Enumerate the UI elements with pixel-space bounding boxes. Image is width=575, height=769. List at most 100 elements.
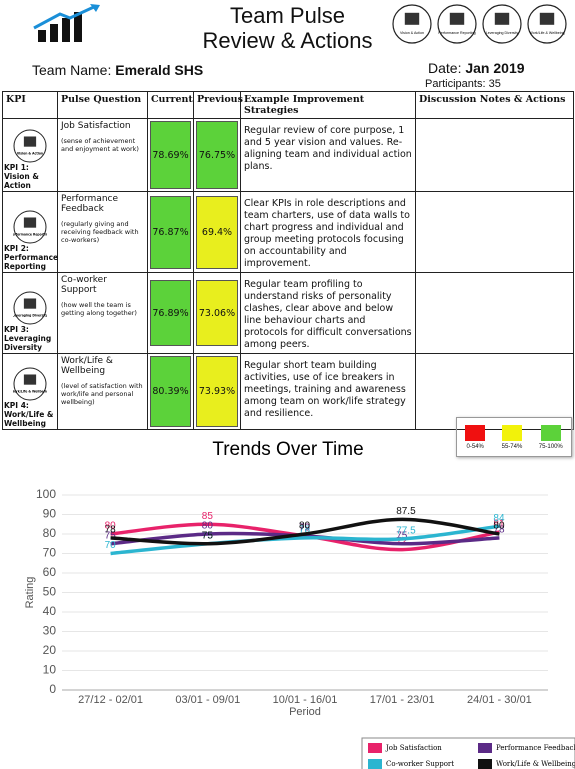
previous-cell: 73.93% xyxy=(193,353,241,430)
y-tick-label: 20 xyxy=(43,643,57,657)
previous-value: 69.4% xyxy=(196,195,238,269)
y-tick-label: 80 xyxy=(43,526,57,540)
key-label: 55-74% xyxy=(501,443,523,450)
previous-value: 73.06% xyxy=(196,280,238,346)
kpi-icon: Work/Life & Wellbeing xyxy=(527,4,567,44)
previous-value: 76.75% xyxy=(196,121,238,189)
x-tick-label: 27/12 - 02/01 xyxy=(78,694,143,706)
data-label: 84 xyxy=(493,513,505,524)
current-value: 80.39% xyxy=(150,356,191,427)
question-sub: (sense of achievement and enjoyment at w… xyxy=(61,137,139,153)
color-key: 0-54% 55-74% 75-100% xyxy=(456,417,572,457)
header-row: KPI Pulse Question Current Previous Example … xyxy=(2,91,574,119)
kpi-cell: Leveraging Diversity KPI 3: Leveraging Di… xyxy=(2,272,58,354)
previous-cell: 76.75% xyxy=(193,118,241,192)
current-value: 78.69% xyxy=(150,121,191,189)
chart-title: Trends Over Time xyxy=(212,439,363,460)
current-value: 76.87% xyxy=(150,195,191,269)
label: Participants: xyxy=(425,78,486,90)
y-tick-label: 60 xyxy=(43,565,57,579)
header-cell: KPI xyxy=(2,91,58,119)
legend-swatch xyxy=(478,743,492,753)
kpi-icon: Performance Reporting xyxy=(437,4,477,44)
kpi-cell: Vision & Action KPI 1: Vision & Action xyxy=(2,118,58,192)
legend-swatch xyxy=(478,759,492,769)
strategy-cell: Regular team profiling to understand ris… xyxy=(240,272,416,354)
participants-value: 35 xyxy=(488,78,501,90)
kpi-icon: Vision & Action xyxy=(392,4,432,44)
series-line xyxy=(110,531,500,546)
question-cell: Work/Life & Wellbeing (level of satisfact… xyxy=(57,353,148,430)
y-tick-label: 40 xyxy=(43,604,57,618)
data-label: 75 xyxy=(202,530,214,541)
legend-label: Job Satisfaction xyxy=(385,744,442,752)
kpi-label: KPI 1: Vision & Action xyxy=(4,163,39,190)
header-cell: Example Improvement Strategies xyxy=(240,91,416,119)
notes-cell xyxy=(415,272,574,354)
data-label: 75 xyxy=(396,530,408,541)
current-cell: 80.39% xyxy=(147,353,194,430)
kpi-icon: Performance Reporting xyxy=(13,210,47,244)
key-item: 55-74% xyxy=(501,424,523,450)
data-label: 79 xyxy=(299,523,311,534)
y-tick-label: 70 xyxy=(43,546,57,560)
series-line xyxy=(110,517,500,546)
icon-glyph xyxy=(23,217,37,228)
label: Team Name: xyxy=(32,62,112,78)
header-cell: Current xyxy=(147,91,194,119)
icon-glyph xyxy=(539,12,555,25)
data-label: 80 xyxy=(299,521,311,532)
question-cell: Job Satisfaction (sense of achievement an… xyxy=(57,118,148,192)
team: Team Name: Emerald SHS xyxy=(32,62,203,78)
key-label: 0-54% xyxy=(466,443,484,450)
question: Performance Feedback xyxy=(61,194,119,214)
kpi-label: KPI 4: Work/Life & Wellbeing xyxy=(4,401,54,428)
y-tick-label: 50 xyxy=(43,585,57,599)
icon-glyph xyxy=(23,374,37,385)
question-cell: Co-worker Support (how well the team is g… xyxy=(57,272,148,354)
previous-cell: 69.4% xyxy=(193,191,241,273)
question: Co-worker Support xyxy=(61,275,107,295)
icon-glyph xyxy=(449,12,465,25)
legend-swatch xyxy=(368,743,382,753)
kpi-icon: Vision & Action xyxy=(13,129,47,163)
notes-cell xyxy=(415,191,574,273)
question-sub: (regularly giving and receiving feedback… xyxy=(61,220,139,244)
date-value: Jan 2019 xyxy=(465,60,525,76)
data-label: 78 xyxy=(493,525,505,536)
kpi-label: KPI 3: Leveraging Diversity xyxy=(4,325,52,352)
icon-glyph xyxy=(404,12,420,25)
logo xyxy=(33,4,100,42)
data-label: 78 xyxy=(299,525,311,536)
data-label: 80 xyxy=(202,521,214,532)
notes-cell xyxy=(415,118,574,192)
key-item: 0-54% xyxy=(465,424,486,450)
kpi-row: Leveraging Diversity KPI 3: Leveraging Di… xyxy=(2,272,574,354)
strategy-cell: Regular review of core purpose, 1 and 5 … xyxy=(240,118,416,192)
previous-cell: 73.06% xyxy=(193,272,241,354)
header-cell: Pulse Question xyxy=(57,91,148,119)
key-item: 75-100% xyxy=(539,424,563,450)
key-swatch xyxy=(501,424,522,441)
y-tick-label: 0 xyxy=(49,682,56,696)
icon-label: Vision & Action xyxy=(400,31,424,35)
icon-label: Work/Life & Wellbeing xyxy=(13,389,47,393)
data-label: 77.5 xyxy=(396,526,416,537)
question: Work/Life & Wellbeing xyxy=(61,356,113,376)
icon-label: Performance Reporting xyxy=(13,232,47,236)
data-label: 79 xyxy=(299,523,311,534)
legend-swatch xyxy=(368,759,382,769)
current-cell: 76.87% xyxy=(147,191,194,273)
strategy-cell: Regular short team building activities, … xyxy=(240,353,416,430)
icon-glyph xyxy=(494,12,510,25)
kpi-row: Vision & Action KPI 1: Vision & Action Job… xyxy=(2,118,574,192)
data-label: 75 xyxy=(105,530,117,541)
icon-glyph xyxy=(23,136,37,147)
kpi-icon: Leveraging Diversity xyxy=(13,291,47,325)
strategy-cell: Clear KPIs in role descriptions and team… xyxy=(240,191,416,273)
kpi-cell: Performance Reporting KPI 2: Performance … xyxy=(2,191,58,273)
title-line: Team Pulse xyxy=(230,3,345,28)
legend-box xyxy=(361,737,575,769)
x-tick-label: 10/01 - 16/01 xyxy=(273,694,338,706)
